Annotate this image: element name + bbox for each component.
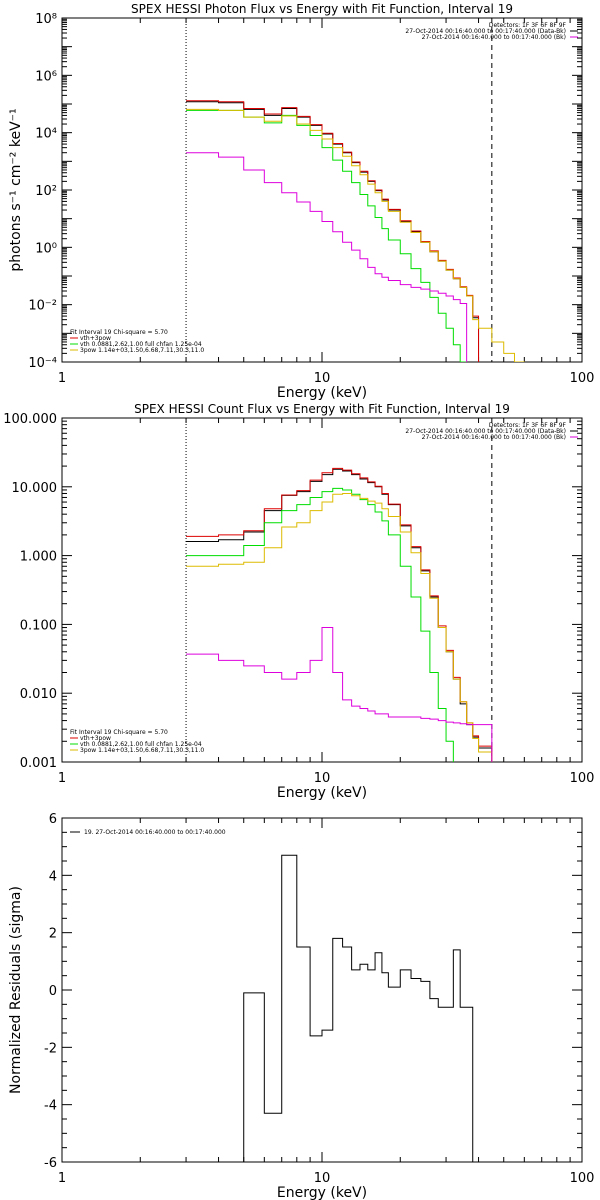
photon-flux-x-tick-label: 1 [58, 371, 66, 386]
count-flux-series-3pow [186, 492, 493, 762]
count-flux-y-ticks: 0.001 0.010 0.100 1.000 10.000 100.000 [3, 412, 582, 771]
count-flux-legend-right-entry: 27-Oct-2014 00:16:40.000 to 00:17:40.000… [422, 434, 566, 441]
residuals-y-tick-label: -4 [44, 1099, 57, 1114]
residuals-x-tick-label: 100 [570, 1171, 595, 1186]
residuals-x-tick-label: 1 [58, 1171, 66, 1186]
photon-flux-series-vth [186, 109, 468, 362]
count-flux-y-tick-label: 0.001 [20, 756, 57, 771]
photon-flux-chart: 1 10 100 10⁻⁴ 10⁻² 10⁰ 10² 10⁴ 10⁶ 10⁸ SPEX HESSI … [8, 2, 594, 401]
photon-flux-legend-left-entry: vth 0.0881,2.62,1.00 full chfan 1.25e-04 [80, 341, 202, 348]
photon-flux-y-tick-label: 10⁰ [35, 241, 57, 256]
count-flux-chart: 1 10 100 0.001 0.010 0.100 1.000 10.000 100.000 S… [3, 402, 594, 801]
residuals-y-tick-label: 2 [49, 927, 57, 942]
photon-flux-y-tick-label: 10⁴ [35, 127, 57, 142]
photon-flux-y-tick-label: 10⁻² [28, 299, 57, 314]
residuals-x-axis-label: Energy (keV) [277, 1185, 367, 1200]
count-flux-series-line [186, 467, 493, 762]
photon-flux-series-line [186, 108, 525, 362]
photon-flux-legend-right-entry: Detectors: 1F 3F 6F 8F 9F [489, 22, 567, 29]
residuals-legend-top-entry: 19. 27-Oct-2014 00:16:40.000 to 00:17:40… [84, 829, 226, 836]
residuals-y-axis-label: Normalized Residuals (sigma) [8, 886, 24, 1094]
residuals-plot-area [186, 854, 480, 1162]
count-flux-plot-area [185, 418, 493, 762]
count-flux-y-tick-label: 100.000 [3, 412, 57, 427]
residuals-y-tick-label: 0 [49, 984, 57, 999]
photon-flux-y-tick-label: 10² [35, 184, 57, 199]
photon-flux-plot-area [185, 18, 525, 362]
count-flux-series-vth [186, 487, 454, 762]
photon-flux-y-ticks: 10⁻⁴ 10⁻² 10⁰ 10² 10⁴ 10⁶ 10⁸ [28, 12, 582, 371]
photon-flux-legend-left-entry: vth+3pow [80, 335, 111, 342]
photon-flux-y-tick-label: 10⁸ [35, 12, 57, 27]
residuals-legend: 19. 27-Oct-2014 00:16:40.000 to 00:17:40… [70, 829, 226, 836]
residuals-y-tick-label: -6 [44, 1156, 57, 1171]
count-flux-legend-left-entry: 3pow 1.14e+03,1.50,6.68,7.11,30.3,11.0 [80, 747, 204, 754]
residuals-series-19 [186, 854, 480, 1162]
photon-flux-y-tick-label: 10⁻⁴ [28, 356, 57, 371]
count-flux-series-line [186, 487, 454, 762]
count-flux-legend-left-entry: vth 0.0881,2.62,1.00 full chfan 1.25e-04 [80, 741, 202, 748]
count-flux-x-axis-label: Energy (keV) [277, 785, 367, 801]
photon-flux-series-bk [186, 152, 468, 362]
residuals-y-tick-label: 6 [49, 812, 57, 827]
photon-flux-series-3pow [186, 108, 525, 362]
count-flux-legend-left-entry: Fit Interval 19 Chi-square = 5.70 [70, 729, 168, 736]
photon-flux-legend-right-entry: 27-Oct-2014 00:16:40.000 to 00:17:40.000… [422, 34, 566, 41]
residuals-x-ticks: 1 10 100 [58, 818, 595, 1186]
count-flux-y-tick-label: 10.000 [12, 481, 58, 496]
photon-flux-x-tick-label: 100 [570, 371, 595, 386]
photon-flux-y-axis-label: photons s⁻¹ cm⁻² keV⁻¹ [8, 108, 24, 271]
photon-flux-x-tick-label: 10 [314, 371, 331, 386]
photon-flux-y-tick-label: 10⁶ [35, 69, 57, 84]
count-flux-legend-right-entry: 27-Oct-2014 00:16:40.000 to 00:17:40.000… [405, 428, 566, 435]
count-flux-x-ticks: 1 10 100 [58, 418, 595, 786]
residuals-x-tick-label: 10 [314, 1171, 331, 1186]
count-flux-series-line [186, 492, 493, 762]
photon-flux-legend-right-entry: 27-Oct-2014 00:16:40.000 to 00:17:40.000… [405, 28, 566, 35]
count-flux-title: SPEX HESSI Count Flux vs Energy with Fit… [134, 402, 510, 416]
residuals-series-line [186, 854, 480, 1162]
photon-flux-title: SPEX HESSI Photon Flux vs Energy with Fi… [131, 2, 513, 16]
residuals-y-tick-label: 4 [49, 869, 57, 884]
count-flux-y-tick-label: 0.100 [20, 618, 57, 633]
photon-flux-legend-left-entry: Fit Interval 19 Chi-square = 5.70 [70, 329, 168, 336]
count-flux-series-bk [186, 627, 493, 762]
count-flux-legend-left-entry: vth+3pow [80, 735, 111, 742]
photon-flux-x-ticks: 1 10 100 [58, 18, 595, 386]
residuals-y-tick-label: -2 [44, 1041, 57, 1056]
residuals-chart: 1 10 100 -6 -4 -2 0 2 4 6 Energy (keV) Normalized R… [8, 812, 594, 1200]
count-flux-series-line [186, 627, 493, 762]
count-flux-y-tick-label: 0.010 [20, 687, 57, 702]
count-flux-x-tick-label: 1 [58, 771, 66, 786]
photon-flux-series-line [186, 152, 468, 362]
residuals-y-ticks: -6 -4 -2 0 2 4 6 [44, 812, 582, 1171]
count-flux-legend-right-entry: Detectors: 1F 3F 6F 8F 9F [489, 422, 567, 429]
photon-flux-legend-left-entry: 3pow 1.14e+03,1.50,6.68,7.11,30.3,11.0 [80, 347, 204, 354]
count-flux-series-vth-3pow [186, 467, 493, 762]
photon-flux-series-line [186, 109, 468, 362]
photon-flux-x-axis-label: Energy (keV) [277, 385, 367, 401]
count-flux-y-tick-label: 1.000 [20, 550, 57, 565]
count-flux-x-tick-label: 10 [314, 771, 331, 786]
count-flux-x-tick-label: 100 [570, 771, 595, 786]
